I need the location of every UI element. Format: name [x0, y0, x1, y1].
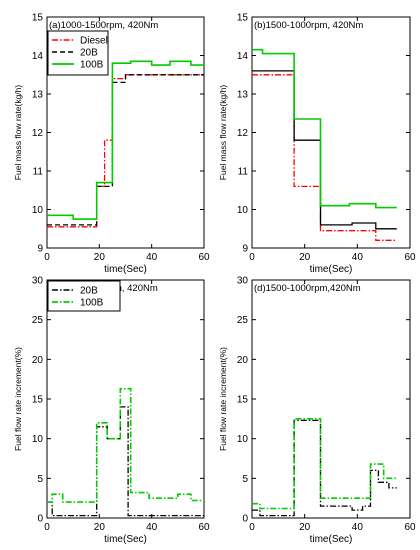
y-axis-label: Fuel flow rate increment(%) — [13, 347, 23, 451]
x-tick-label: 20 — [94, 522, 106, 533]
y-tick-label: 11 — [33, 167, 44, 178]
y-tick-label: 14 — [237, 51, 249, 62]
x-axis-label: time(Sec) — [104, 264, 147, 275]
x-tick-label: 60 — [198, 252, 210, 263]
y-tick-label: 10 — [237, 205, 249, 216]
y-tick-label: 13 — [32, 90, 44, 101]
x-tick-label: 60 — [404, 252, 416, 263]
legend-label: Diesel — [80, 36, 108, 47]
series-line-20b — [252, 419, 397, 517]
x-tick-label: 60 — [198, 522, 210, 533]
plot-area — [251, 16, 411, 249]
series-line-100b — [47, 60, 204, 220]
y-tick-label: 5 — [37, 474, 43, 485]
legend-box — [47, 280, 121, 312]
y-axis-label: Fuel mass flow rate(kg/h) — [218, 85, 228, 181]
legend-label: 100B — [80, 298, 104, 309]
x-axis-label: time(Sec) — [310, 534, 353, 545]
x-tick-label: 20 — [299, 522, 311, 533]
y-tick-label: 15 — [237, 395, 249, 406]
y-axis-label: Fuel mass flow rate(kg/h) — [13, 85, 23, 181]
legend-label: 20B — [80, 286, 98, 297]
y-tick-label: 15 — [32, 13, 44, 24]
y-tick-label: 20 — [237, 355, 249, 366]
x-tick-label: 0 — [249, 522, 255, 533]
x-tick-label: 0 — [44, 252, 50, 263]
y-tick-label: 9 — [242, 244, 248, 255]
y-tick-label: 13 — [237, 90, 249, 101]
x-axis-label: time(Sec) — [310, 264, 353, 275]
y-tick-label: 25 — [237, 315, 249, 326]
y-tick-label: 15 — [32, 395, 44, 406]
y-tick-label: 30 — [32, 276, 44, 287]
series-line-100b — [252, 48, 397, 209]
y-tick-label: 12 — [32, 128, 44, 139]
x-tick-label: 20 — [299, 252, 311, 263]
x-tick-label: 40 — [352, 522, 364, 533]
y-tick-label: 25 — [32, 315, 44, 326]
chart-title: (a)1000-1500rpm, 420Nm — [49, 20, 158, 31]
y-tick-label: 0 — [37, 514, 43, 525]
y-tick-label: 20 — [32, 355, 44, 366]
y-tick-label: 0 — [242, 514, 248, 525]
legend-label: 20B — [80, 48, 98, 59]
y-axis-label: Fuel flow rate increment(%) — [218, 347, 228, 451]
series-line-100b — [47, 387, 204, 503]
y-tick-label: 14 — [32, 51, 44, 62]
y-tick-label: 15 — [237, 13, 249, 24]
plot-area — [46, 279, 205, 519]
y-tick-label: 11 — [238, 167, 249, 178]
series-line-20b — [47, 406, 204, 517]
legend-label: 100B — [80, 60, 104, 71]
x-axis-label: time(Sec) — [104, 534, 147, 545]
y-tick-label: 10 — [32, 205, 44, 216]
y-tick-label: 10 — [237, 434, 249, 445]
y-tick-label: 30 — [237, 276, 249, 287]
x-tick-label: 40 — [146, 522, 158, 533]
legend-box — [47, 30, 109, 76]
chart-panel-3: 0 20 40 60 0 5 10 15 20 25 30 (d)1500-1000rpm,420Nm… — [218, 276, 416, 546]
y-tick-label: 5 — [242, 474, 248, 485]
x-tick-label: 0 — [44, 522, 50, 533]
y-tick-label: 10 — [32, 434, 44, 445]
chart-panel-0: 0 20 40 60 9 10 11 12 13 14 15 (a)1000-1500rpm, 420… — [13, 13, 210, 276]
series-line-100b — [252, 417, 397, 510]
chart-title: (d)1500-1000rpm,420Nm — [254, 283, 361, 294]
chart-title: (b)1500-1000rpm, 420Nm — [254, 20, 363, 31]
x-tick-label: 20 — [94, 252, 106, 263]
chart-panel-1: 0 20 40 60 9 10 11 12 13 14 15 (b)1500-1000rpm, 420… — [218, 13, 416, 276]
x-tick-label: 40 — [352, 252, 364, 263]
y-tick-label: 12 — [237, 128, 249, 139]
x-tick-label: 40 — [146, 252, 158, 263]
x-tick-label: 0 — [249, 252, 255, 263]
y-tick-label: 9 — [37, 244, 43, 255]
x-tick-label: 60 — [404, 522, 416, 533]
